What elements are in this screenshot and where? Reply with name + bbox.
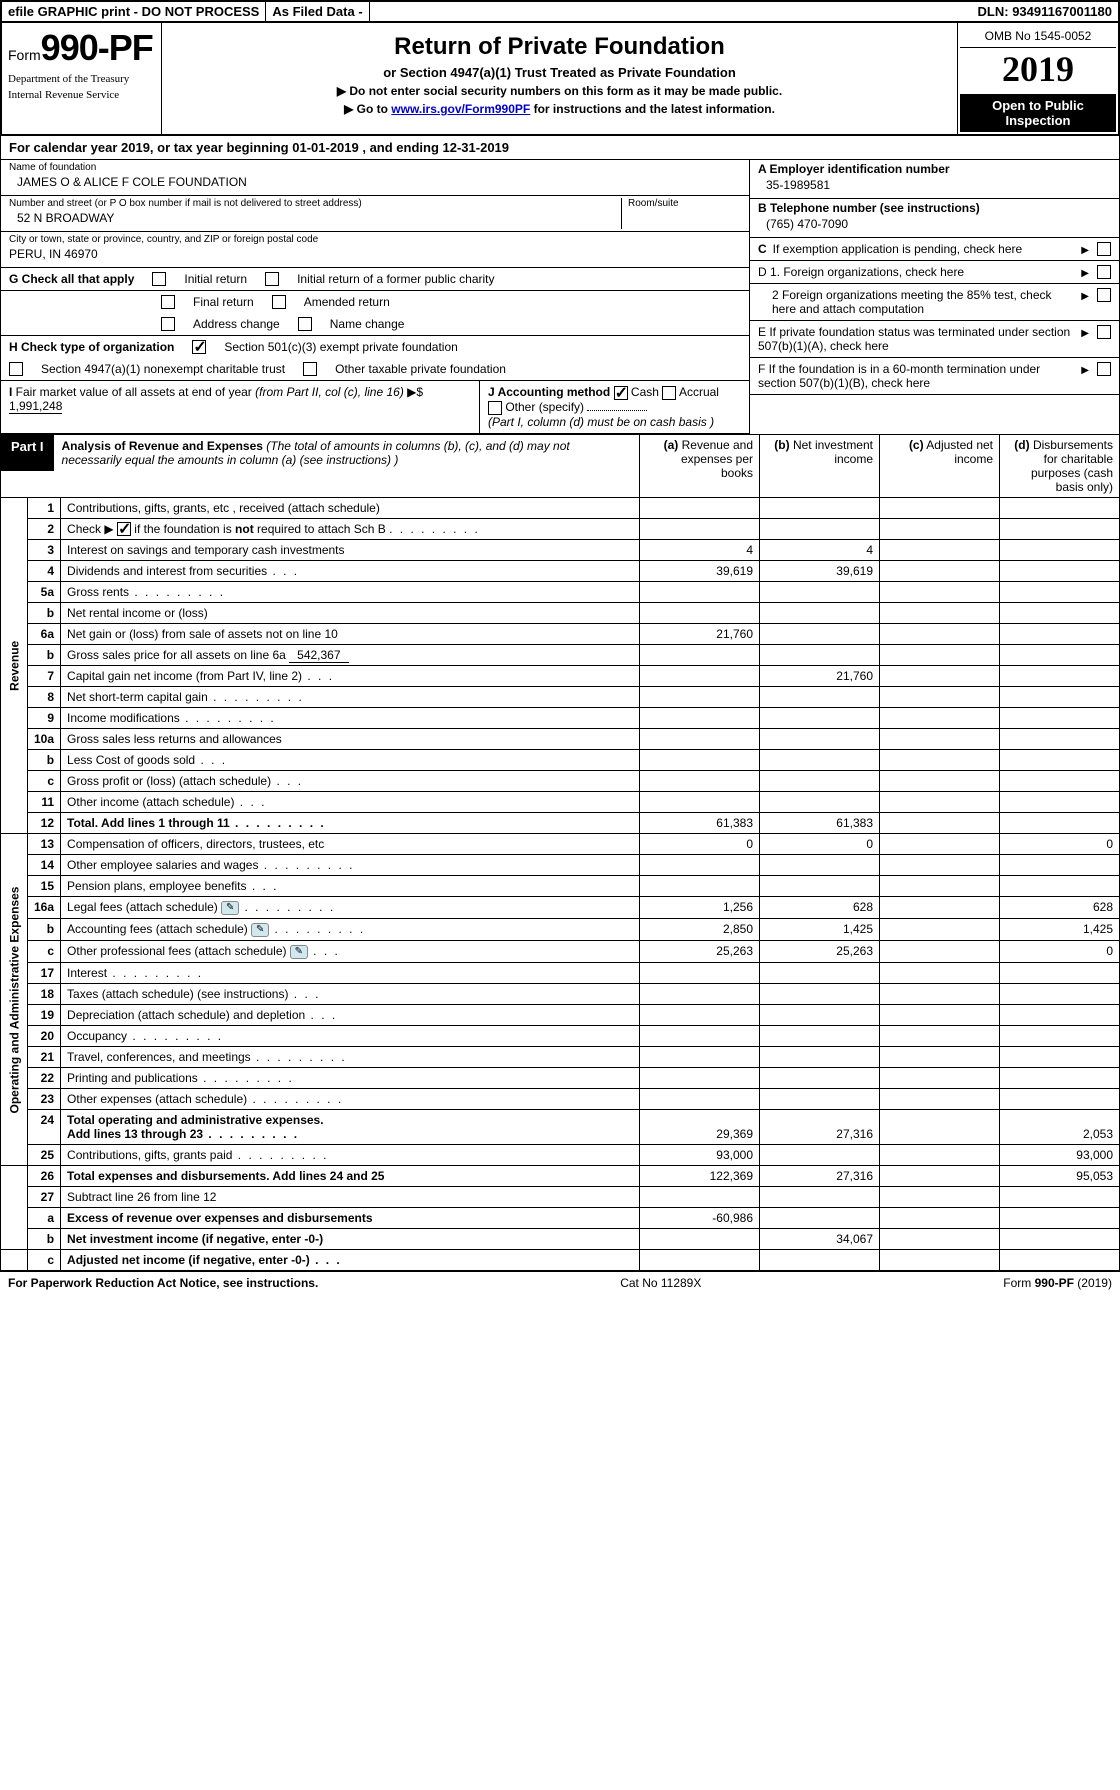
as-filed: As Filed Data - bbox=[266, 2, 369, 21]
identification-block: Name of foundation JAMES O & ALICE F COL… bbox=[0, 160, 1120, 434]
i-j-row: I Fair market value of all assets at end… bbox=[1, 381, 749, 434]
c-checkbox[interactable] bbox=[1097, 242, 1111, 256]
form-footer: Form 990-PF (2019) bbox=[1003, 1276, 1112, 1290]
fmv-value: 1,991,248 bbox=[9, 399, 62, 414]
attachment-icon[interactable]: ✎ bbox=[251, 923, 269, 937]
open-to-public: Open to Public Inspection bbox=[960, 94, 1116, 132]
attachment-icon[interactable]: ✎ bbox=[290, 945, 308, 959]
e-checkbox[interactable] bbox=[1097, 325, 1111, 339]
form-header: Form990-PF Department of the Treasury In… bbox=[0, 21, 1120, 136]
efile-notice: efile GRAPHIC print - DO NOT PROCESS bbox=[2, 2, 266, 21]
instructions-link-line: ▶ Go to www.irs.gov/Form990PF for instru… bbox=[172, 102, 947, 116]
other-method-checkbox[interactable] bbox=[488, 401, 502, 415]
city-cell: City or town, state or province, country… bbox=[1, 232, 749, 268]
foundation-name: JAMES O & ALICE F COLE FOUNDATION bbox=[9, 173, 741, 193]
form-subtitle: or Section 4947(a)(1) Trust Treated as P… bbox=[172, 65, 947, 80]
header-center: Return of Private Foundation or Section … bbox=[162, 23, 958, 134]
dln: DLN: 93491167001180 bbox=[972, 2, 1118, 21]
cat-no: Cat No 11289X bbox=[620, 1276, 701, 1290]
accrual-checkbox[interactable] bbox=[662, 386, 676, 400]
g-check-row: G Check all that apply Initial return In… bbox=[1, 268, 749, 291]
col-b-header: (b) Net investment income bbox=[760, 434, 880, 497]
f-checkbox[interactable] bbox=[1097, 362, 1111, 376]
col-d-header: (d) Disbursements for charitable purpose… bbox=[1000, 434, 1120, 497]
dept-treasury: Department of the Treasury bbox=[8, 73, 155, 85]
form-number: Form990-PF bbox=[8, 27, 155, 69]
form-title: Return of Private Foundation bbox=[172, 33, 947, 61]
tax-year: 2019 bbox=[960, 48, 1116, 94]
irs: Internal Revenue Service bbox=[8, 89, 155, 101]
phone: (765) 470-7090 bbox=[758, 215, 1111, 235]
foundation-name-cell: Name of foundation JAMES O & ALICE F COL… bbox=[1, 160, 749, 196]
d2-checkbox[interactable] bbox=[1097, 288, 1111, 302]
amended-return-checkbox[interactable] bbox=[272, 295, 286, 309]
col-a-header: (a) Revenue and expenses per books bbox=[640, 434, 760, 497]
instructions-link[interactable]: www.irs.gov/Form990PF bbox=[391, 102, 530, 116]
omb-number: OMB No 1545-0052 bbox=[960, 25, 1116, 48]
other-taxable-checkbox[interactable] bbox=[303, 362, 317, 376]
expenses-section-label: Operating and Administrative Expenses bbox=[1, 834, 28, 1165]
f-60month: F If the foundation is in a 60-month ter… bbox=[750, 358, 1119, 395]
page-footer: For Paperwork Reduction Act Notice, see … bbox=[0, 1271, 1120, 1294]
c-exemption-pending: C If exemption application is pending, c… bbox=[750, 238, 1119, 261]
room-suite-label: Room/suite bbox=[628, 198, 741, 209]
initial-return-checkbox[interactable] bbox=[152, 272, 166, 286]
name-change-checkbox[interactable] bbox=[298, 317, 312, 331]
d1-foreign: D 1. Foreign organizations, check here bbox=[750, 261, 1119, 284]
cash-checkbox[interactable] bbox=[614, 386, 628, 400]
ein-cell: A Employer identification number 35-1989… bbox=[750, 160, 1119, 199]
address-cell: Number and street (or P O box number if … bbox=[1, 196, 749, 232]
header-right: OMB No 1545-0052 2019 Open to Public Ins… bbox=[958, 23, 1118, 134]
col-c-header: (c) Adjusted net income bbox=[880, 434, 1000, 497]
header-left: Form990-PF Department of the Treasury In… bbox=[2, 23, 162, 134]
attachment-icon[interactable]: ✎ bbox=[221, 901, 239, 915]
calendar-year-row: For calendar year 2019, or tax year begi… bbox=[0, 136, 1120, 160]
city-state-zip: PERU, IN 46970 bbox=[9, 245, 741, 265]
4947a1-checkbox[interactable] bbox=[9, 362, 23, 376]
d2-85pct: 2 Foreign organizations meeting the 85% … bbox=[750, 284, 1119, 321]
revenue-section-label: Revenue bbox=[1, 497, 28, 834]
ein: 35-1989581 bbox=[758, 176, 1111, 196]
paperwork-notice: For Paperwork Reduction Act Notice, see … bbox=[8, 1276, 318, 1290]
address-change-checkbox[interactable] bbox=[161, 317, 175, 331]
d1-checkbox[interactable] bbox=[1097, 265, 1111, 279]
top-bar: efile GRAPHIC print - DO NOT PROCESS As … bbox=[0, 0, 1120, 21]
j-accounting: J Accounting method Cash Accrual Other (… bbox=[479, 381, 749, 433]
e-terminated: E If private foundation status was termi… bbox=[750, 321, 1119, 358]
part1-label: Part I bbox=[1, 435, 54, 471]
phone-cell: B Telephone number (see instructions) (7… bbox=[750, 199, 1119, 238]
street-address: 52 N BROADWAY bbox=[9, 209, 621, 229]
ssn-warning: ▶ Do not enter social security numbers o… bbox=[172, 84, 947, 98]
schb-checkbox[interactable] bbox=[117, 522, 131, 536]
part1-table: Part I Analysis of Revenue and Expenses … bbox=[0, 434, 1120, 1271]
initial-return-former-checkbox[interactable] bbox=[265, 272, 279, 286]
501c3-checkbox[interactable] bbox=[192, 340, 206, 354]
final-return-checkbox[interactable] bbox=[161, 295, 175, 309]
h-row: H Check type of organization Section 501… bbox=[1, 336, 749, 358]
